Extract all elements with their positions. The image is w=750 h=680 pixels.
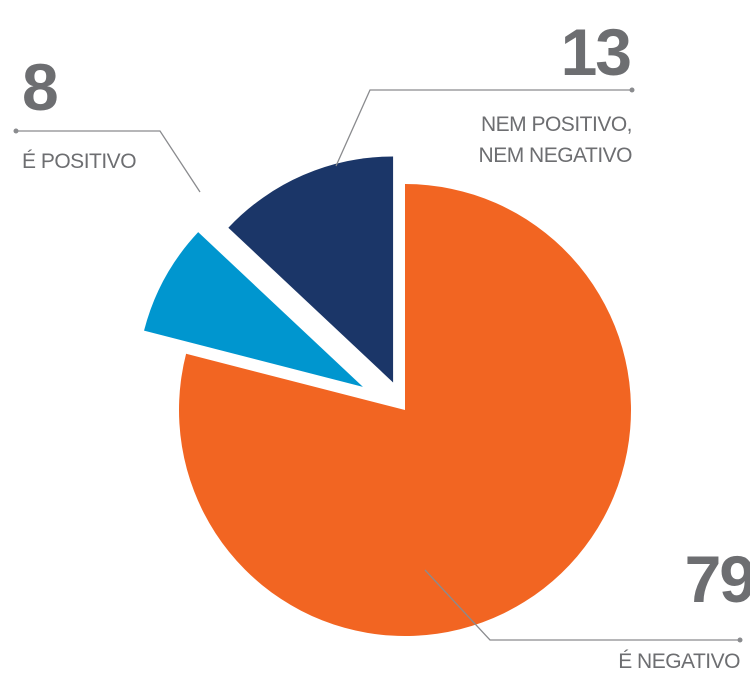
leader-line: [16, 130, 201, 193]
category-label-line: NEM POSITIVO,: [481, 113, 632, 136]
category-label: NEM POSITIVO, NEM NEGATIVO: [479, 113, 633, 167]
pie-slice: [228, 156, 394, 383]
leader-line: [424, 569, 740, 641]
value-label: 13: [561, 15, 631, 89]
category-label: É POSITIVO: [22, 150, 136, 173]
value-label: 8: [22, 50, 57, 124]
leader-dot: [13, 128, 19, 134]
pie-slice: [144, 232, 363, 387]
value-label: 79: [685, 542, 750, 616]
leader-dot: [629, 87, 635, 93]
category-label: É NEGATIVO: [618, 650, 740, 673]
leader-dot: [737, 637, 743, 643]
pie-slice: [178, 184, 631, 637]
category-label-line: NEM NEGATIVO: [479, 144, 633, 167]
leader-line: [335, 89, 632, 167]
